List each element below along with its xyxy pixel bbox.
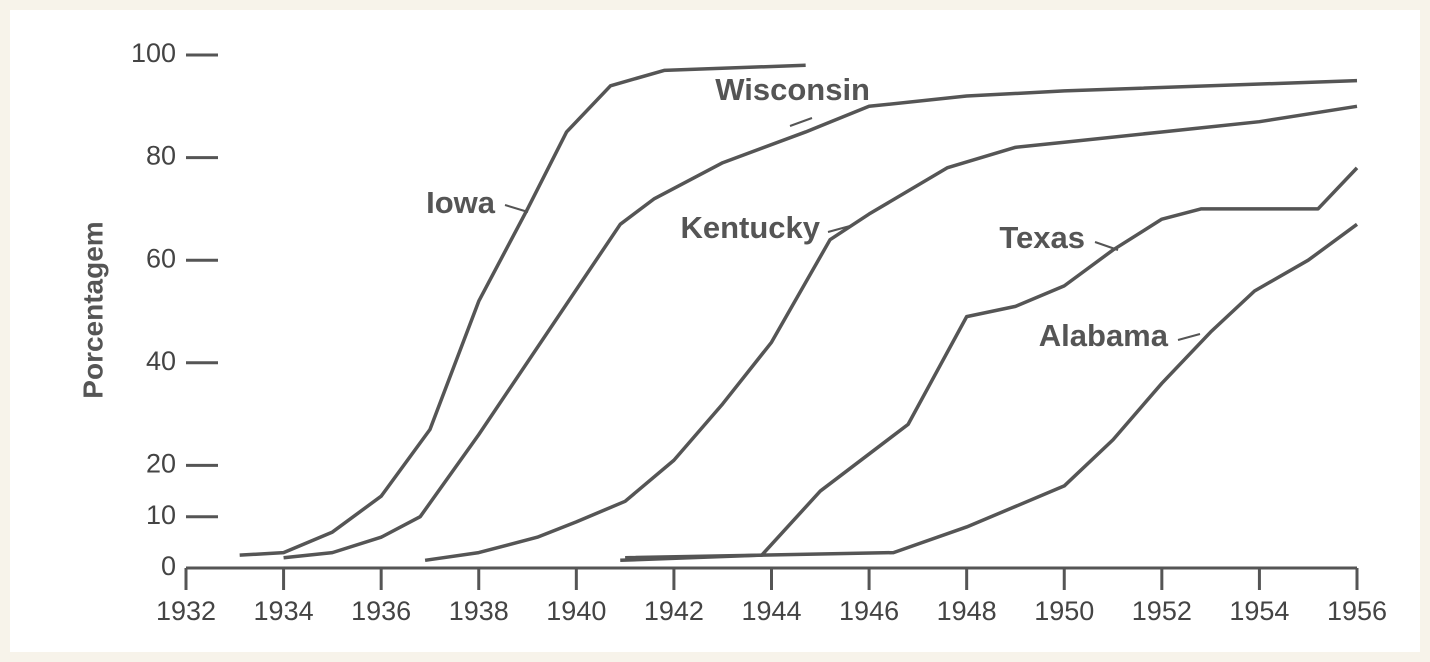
series-label: Wisconsin <box>715 72 870 107</box>
x-tick-label: 1934 <box>254 596 314 626</box>
x-tick-label: 1942 <box>644 596 704 626</box>
leader-line <box>789 117 813 127</box>
leader-line <box>827 225 851 233</box>
leader-line <box>1177 333 1201 341</box>
x-tick-label: 1944 <box>741 596 801 626</box>
series-label: Alabama <box>1039 318 1169 353</box>
leader-line <box>504 204 529 213</box>
x-tick-label: 1948 <box>937 596 997 626</box>
series-line <box>620 166 1359 563</box>
x-tick-label: 1952 <box>1132 596 1192 626</box>
x-tick-label: 1956 <box>1327 596 1387 626</box>
series-label: Iowa <box>426 185 496 220</box>
y-axis-label: Porcentagem <box>77 221 108 398</box>
y-tick-label: 60 <box>146 243 176 273</box>
x-tick-label: 1936 <box>351 596 411 626</box>
x-tick-label: 1940 <box>546 596 606 626</box>
y-tick-label: 0 <box>161 551 176 581</box>
series-label: Kentucky <box>680 210 820 245</box>
y-tick-label: 40 <box>146 346 176 376</box>
series-line <box>424 104 1358 563</box>
y-tick-label: 100 <box>131 38 176 68</box>
x-tick-label: 1954 <box>1229 596 1289 626</box>
y-tick-label: 80 <box>146 141 176 171</box>
series-line <box>239 63 806 557</box>
x-tick-label: 1950 <box>1034 596 1094 626</box>
x-tick-label: 1938 <box>449 596 509 626</box>
y-tick-label: 10 <box>146 500 176 530</box>
series-label: Texas <box>999 220 1085 255</box>
plot-background <box>10 10 1420 652</box>
y-tick-label: 20 <box>146 449 176 479</box>
x-tick-label: 1946 <box>839 596 899 626</box>
leader-line <box>1094 241 1119 251</box>
series-line <box>283 78 1358 560</box>
x-tick-label: 1932 <box>156 596 216 626</box>
series-line <box>625 222 1359 560</box>
